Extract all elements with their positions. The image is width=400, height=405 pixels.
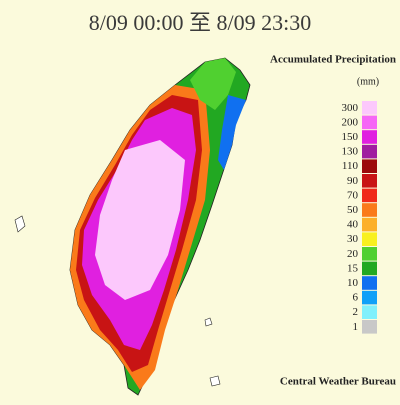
- legend-swatch: [362, 203, 377, 217]
- penghu: [14, 215, 26, 233]
- legend-label: 150: [342, 131, 359, 143]
- legend-label: 6: [353, 292, 359, 304]
- zone-pink: [95, 140, 185, 300]
- credit: Central Weather Bureau: [280, 376, 396, 388]
- legend-swatch: [362, 276, 377, 290]
- legend-label: 130: [342, 146, 359, 158]
- legend-swatch: [362, 174, 377, 188]
- legend-label: 30: [347, 233, 359, 245]
- legend-swatch: [362, 101, 377, 115]
- legend-swatch: [362, 217, 377, 232]
- legend-swatch: [362, 261, 377, 276]
- legend-swatch: [362, 320, 377, 334]
- legend-swatch: [362, 115, 377, 130]
- legend-label: 15: [347, 262, 359, 274]
- legend-swatch: [362, 130, 377, 144]
- legend-swatch: [362, 188, 377, 203]
- legend-label: 20: [347, 248, 359, 260]
- legend-swatch: [362, 232, 377, 246]
- legend-title: Accumulated Precipitation: [270, 54, 396, 66]
- legend-swatch: [362, 247, 377, 261]
- ludao: [204, 317, 213, 327]
- legend-unit: (mm): [357, 76, 379, 87]
- legend-label: 200: [342, 116, 359, 128]
- legend-label: 1: [353, 321, 359, 333]
- lanyu: [209, 375, 221, 387]
- legend-swatch: [362, 305, 377, 319]
- legend-label: 70: [347, 189, 359, 201]
- zone-blue: [218, 95, 246, 170]
- islets: [14, 215, 221, 387]
- legend-label: 10: [347, 277, 359, 289]
- legend-label: 40: [347, 219, 359, 231]
- legend-label: 2: [353, 306, 359, 318]
- legend-label: 50: [347, 204, 359, 216]
- map-title: 8/09 00:00 至 8/09 23:30: [89, 10, 311, 35]
- legend-swatch: [362, 144, 377, 159]
- legend-label: 90: [347, 175, 359, 187]
- legend-label: 300: [342, 102, 359, 114]
- zone-green-north: [190, 58, 236, 110]
- legend-swatch: [362, 159, 377, 173]
- island: [69, 57, 251, 396]
- legend-swatch: [362, 290, 377, 305]
- legend-label: 110: [342, 160, 359, 172]
